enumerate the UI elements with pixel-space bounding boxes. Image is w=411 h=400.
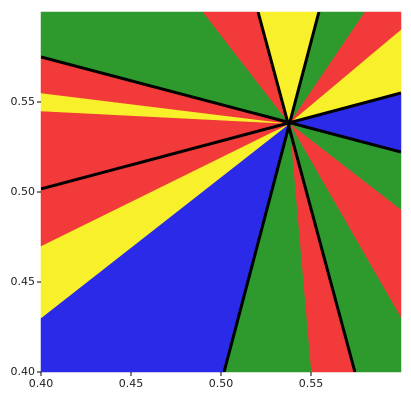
y-tick-label: 0.40 bbox=[11, 365, 36, 378]
boundary-line bbox=[222, 12, 321, 372]
x-tick-label: 0.40 bbox=[29, 377, 54, 390]
x-tick-label: 0.50 bbox=[209, 377, 234, 390]
y-tick-label: 0.45 bbox=[11, 275, 36, 288]
x-tick-label: 0.55 bbox=[299, 377, 324, 390]
boundary-line bbox=[41, 55, 401, 154]
boundary-line bbox=[41, 91, 401, 191]
y-tick-label: 0.50 bbox=[11, 185, 36, 198]
y-tick-label: 0.55 bbox=[11, 95, 36, 108]
boundary-line bbox=[256, 12, 357, 372]
x-tick-label: 0.45 bbox=[119, 377, 144, 390]
